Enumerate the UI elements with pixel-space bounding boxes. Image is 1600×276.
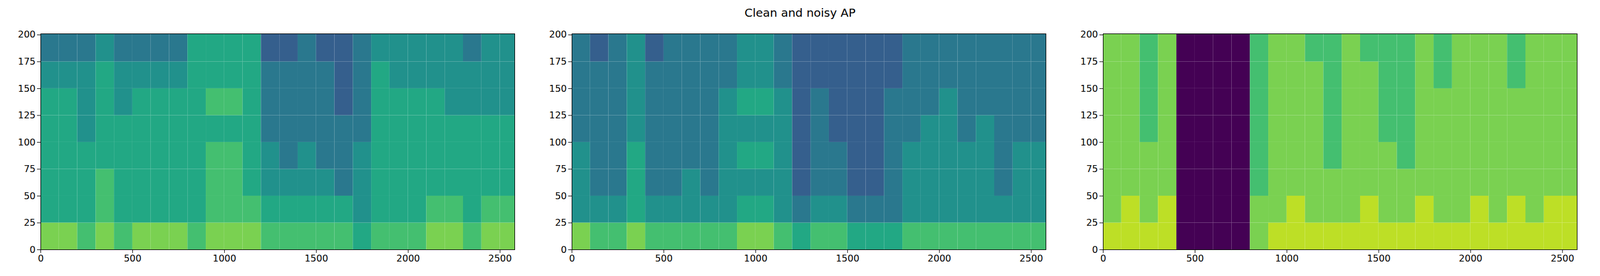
svg-text:1000: 1000 bbox=[1275, 253, 1299, 265]
svg-text:0: 0 bbox=[1100, 253, 1106, 265]
svg-text:500: 500 bbox=[1186, 253, 1205, 265]
svg-text:50: 50 bbox=[1086, 190, 1098, 202]
svg-text:2500: 2500 bbox=[1019, 253, 1044, 265]
svg-text:175: 175 bbox=[1080, 56, 1099, 68]
svg-text:1000: 1000 bbox=[212, 253, 237, 265]
svg-text:2500: 2500 bbox=[488, 253, 513, 265]
svg-text:1500: 1500 bbox=[835, 253, 860, 265]
svg-text:100: 100 bbox=[1080, 136, 1099, 148]
svg-text:125: 125 bbox=[549, 109, 568, 121]
svg-text:2000: 2000 bbox=[927, 253, 952, 265]
svg-text:150: 150 bbox=[549, 83, 568, 95]
svg-text:2500: 2500 bbox=[1550, 253, 1575, 265]
svg-text:2000: 2000 bbox=[396, 253, 421, 265]
svg-text:200: 200 bbox=[1080, 28, 1099, 40]
svg-text:1500: 1500 bbox=[1367, 253, 1391, 265]
svg-text:0: 0 bbox=[1091, 244, 1098, 256]
svg-text:0: 0 bbox=[560, 244, 567, 256]
svg-text:1000: 1000 bbox=[743, 253, 768, 265]
svg-text:50: 50 bbox=[23, 190, 36, 202]
svg-text:150: 150 bbox=[17, 83, 36, 95]
svg-text:2000: 2000 bbox=[1458, 253, 1483, 265]
svg-text:200: 200 bbox=[549, 28, 568, 40]
svg-text:0: 0 bbox=[37, 253, 44, 265]
svg-text:1500: 1500 bbox=[304, 253, 329, 265]
svg-text:500: 500 bbox=[123, 253, 142, 265]
svg-text:75: 75 bbox=[23, 163, 36, 175]
svg-text:25: 25 bbox=[23, 217, 36, 229]
svg-text:500: 500 bbox=[654, 253, 673, 265]
svg-text:175: 175 bbox=[17, 56, 36, 68]
svg-text:125: 125 bbox=[1080, 109, 1099, 121]
svg-text:100: 100 bbox=[549, 136, 568, 148]
svg-text:75: 75 bbox=[1086, 163, 1098, 175]
svg-text:125: 125 bbox=[17, 109, 36, 121]
html-text:Clean and noisy AP: Clean and noisy AP bbox=[744, 5, 856, 20]
svg-text:0: 0 bbox=[568, 253, 575, 265]
svg-text:0: 0 bbox=[29, 244, 36, 256]
svg-text:100: 100 bbox=[17, 136, 36, 148]
svg-text:50: 50 bbox=[554, 190, 567, 202]
svg-text:175: 175 bbox=[549, 56, 568, 68]
svg-text:75: 75 bbox=[554, 163, 567, 175]
svg-text:25: 25 bbox=[1086, 217, 1098, 229]
svg-text:150: 150 bbox=[1080, 83, 1099, 95]
svg-text:200: 200 bbox=[17, 28, 36, 40]
svg-text:25: 25 bbox=[554, 217, 567, 229]
